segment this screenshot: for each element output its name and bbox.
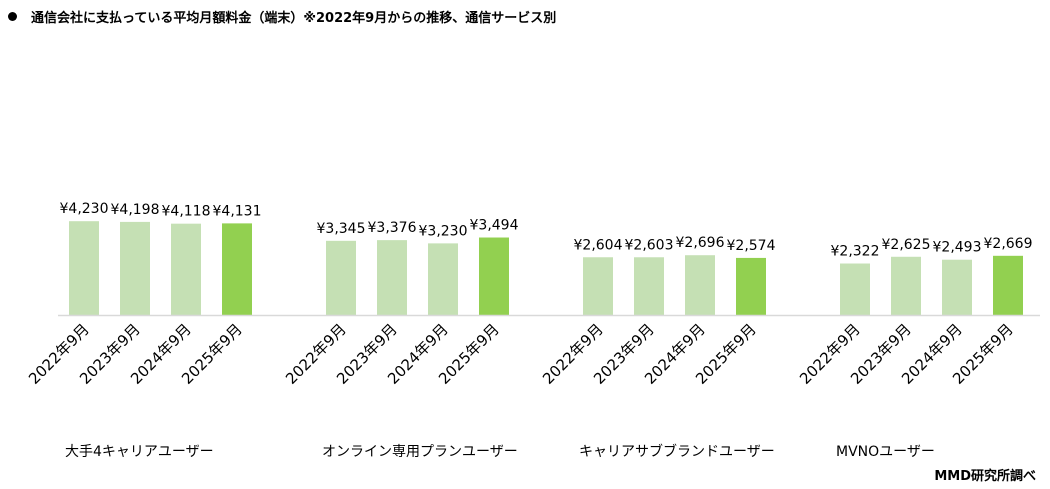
data-label: ¥2,604 (574, 237, 623, 253)
chart-title-text: 通信会社に支払っている平均月額料金（端末）※2022年9月からの推移、通信サービ… (31, 11, 557, 26)
source-note: MMD研究所調べ (934, 469, 1036, 484)
data-label: ¥2,625 (882, 237, 931, 253)
group-label: キャリアサブブランドユーザー (579, 443, 775, 460)
data-label: ¥4,230 (60, 201, 109, 217)
data-label: ¥3,494 (470, 218, 519, 234)
bar (583, 257, 613, 315)
bar (69, 221, 99, 315)
bar (428, 243, 458, 315)
bar (840, 263, 870, 315)
data-label: ¥2,322 (831, 244, 880, 260)
bar (377, 240, 407, 315)
data-label: ¥2,696 (676, 235, 725, 251)
group-label: オンライン専用プランユーザー (322, 444, 518, 460)
data-label: ¥2,603 (625, 237, 674, 253)
bar (993, 255, 1023, 315)
data-label: ¥2,493 (933, 240, 982, 256)
data-label: ¥4,131 (213, 203, 262, 219)
data-label: ¥2,669 (984, 236, 1033, 252)
bar (685, 255, 715, 315)
bar (171, 223, 201, 315)
group-label: MVNOユーザー (836, 444, 935, 460)
bar (326, 240, 356, 315)
bar (479, 237, 509, 315)
data-label: ¥3,345 (317, 221, 366, 237)
bar (222, 223, 252, 315)
bar (120, 221, 150, 315)
bar (942, 259, 972, 315)
data-label: ¥2,574 (727, 238, 776, 254)
data-label: ¥3,230 (419, 223, 468, 239)
data-label: ¥4,118 (162, 204, 211, 220)
bar (634, 257, 664, 315)
data-label: ¥3,376 (368, 220, 417, 236)
bullet-icon (8, 12, 17, 21)
data-label: ¥4,198 (111, 202, 160, 218)
group-label: 大手4キャリアユーザー (65, 444, 214, 460)
bar (736, 257, 766, 315)
bar (891, 256, 921, 315)
chart-title: 通信会社に支払っている平均月額料金（端末）※2022年9月からの推移、通信サービ… (8, 7, 556, 26)
